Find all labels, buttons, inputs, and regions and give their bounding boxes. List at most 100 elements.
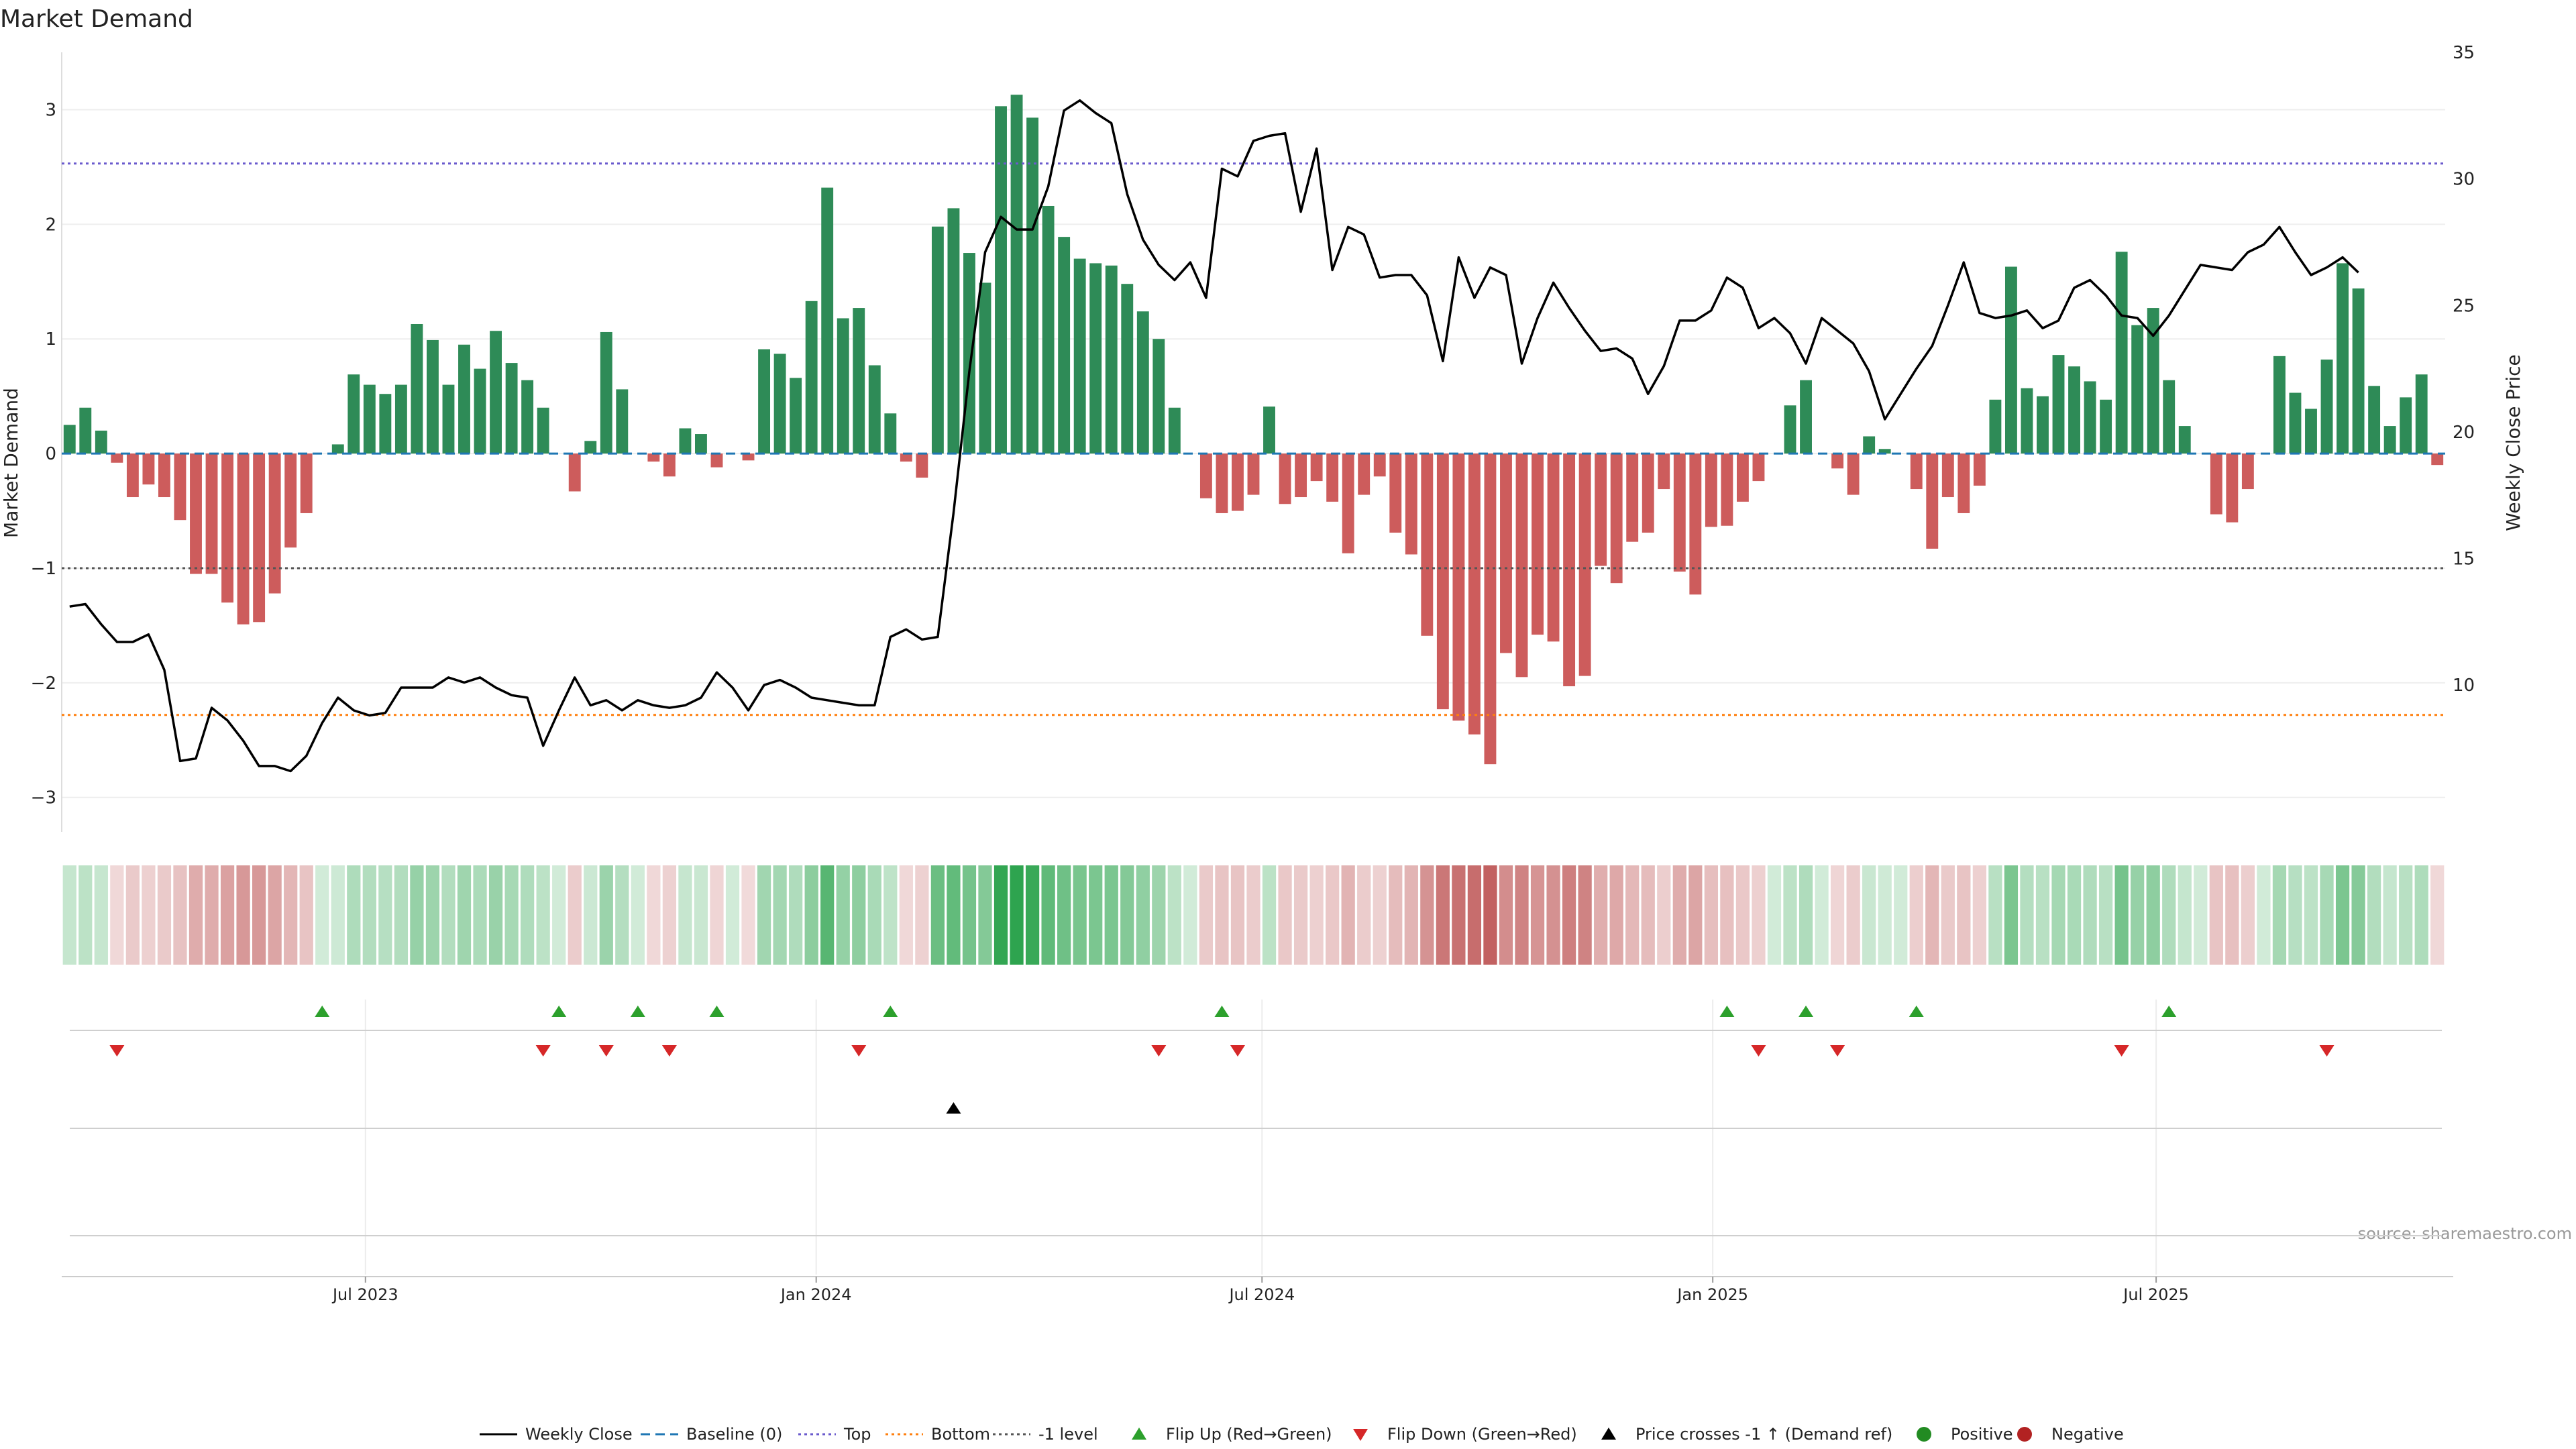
legend-label: Flip Up (Red→Green): [1166, 1425, 1332, 1444]
demand-bar: [805, 301, 818, 454]
heat-cell: [394, 865, 409, 965]
demand-bar: [995, 106, 1007, 454]
heat-cell: [1104, 865, 1118, 965]
demand-bar: [221, 453, 234, 603]
heat-cell: [1499, 865, 1513, 965]
demand-bar: [1910, 453, 1923, 490]
heat-cell: [125, 865, 140, 965]
heat-cell: [1183, 865, 1197, 965]
demand-bar: [537, 407, 549, 454]
heat-cell: [362, 865, 376, 965]
demand-bar: [1563, 453, 1576, 686]
heat-cell: [1452, 865, 1466, 965]
demand-bar: [1358, 453, 1371, 495]
demand-bar: [1736, 453, 1749, 502]
y2-axis-label: Weekly Close Price: [2502, 354, 2524, 531]
demand-bar: [79, 407, 92, 454]
source-annotation: source: sharemaestro.com: [2358, 1224, 2572, 1243]
heat-cell: [1326, 865, 1340, 965]
plot-area: −3 −2 −1 0 1 2 3 10 15 20 25 30 35 Jul 2023 Jan 2024 Ju…: [31, 43, 2475, 1444]
demand-bar: [2131, 325, 2144, 454]
demand-bar: [2226, 453, 2239, 523]
heat-cell: [2114, 865, 2129, 965]
demand-bar: [521, 380, 534, 454]
heat-cell: [189, 865, 203, 965]
demand-bar: [442, 384, 455, 454]
legend-label: Baseline (0): [686, 1425, 782, 1444]
heat-cell: [457, 865, 472, 965]
heat-cell: [1720, 865, 1734, 965]
demand-bar: [284, 453, 297, 548]
heat-cell: [867, 865, 881, 965]
y2-tick-label-3: 25: [2453, 296, 2475, 316]
y-axis-label: Market Demand: [0, 388, 22, 538]
heat-cell: [2194, 865, 2208, 965]
heat-cell: [789, 865, 803, 965]
demand-bar: [790, 378, 802, 454]
heat-cell: [425, 865, 440, 965]
demand-bar: [1515, 453, 1528, 678]
demand-bar: [474, 368, 486, 454]
heat-cell: [2178, 865, 2192, 965]
heat-cell: [883, 865, 898, 965]
heat-cell: [678, 865, 692, 965]
flip-down-marker: [1830, 1045, 1845, 1057]
heat-cell: [378, 865, 392, 965]
x-tick-label-4: Jul 2025: [2122, 1285, 2189, 1304]
heat-cell: [584, 865, 598, 965]
heat-cell: [2335, 865, 2350, 965]
heat-cell: [1120, 865, 1134, 965]
demand-bar: [679, 428, 692, 454]
demand-bar: [1310, 453, 1323, 482]
heat-cell: [662, 865, 677, 965]
flip-down-marker: [1751, 1045, 1766, 1057]
heat-cell: [647, 865, 661, 965]
demand-bar: [1168, 407, 1181, 454]
demand-bar: [695, 434, 707, 454]
demand-bar: [1532, 453, 1544, 635]
heat-cell: [930, 865, 945, 965]
demand-bar: [174, 453, 186, 521]
demand-bar: [1010, 95, 1023, 454]
flip-up-marker: [883, 1006, 898, 1017]
heat-cell: [1799, 865, 1813, 965]
demand-bar: [2241, 453, 2254, 490]
demand-bar: [2163, 380, 2176, 454]
legend-item-8: Positive: [1917, 1425, 2013, 1444]
legend-label: Flip Down (Green→Red): [1387, 1425, 1577, 1444]
heat-cell: [2035, 865, 2050, 965]
heat-cell: [1136, 865, 1150, 965]
demand-bar: [63, 425, 76, 454]
demand-bar: [158, 453, 170, 498]
heat-cell: [1546, 865, 1560, 965]
heat-cell: [504, 865, 519, 965]
demand-bar: [2415, 374, 2428, 454]
y2-tick-label-1: 15: [2453, 549, 2475, 570]
heat-cell: [1467, 865, 1482, 965]
demand-bar: [2021, 388, 2033, 454]
heat-cell: [331, 865, 345, 965]
heat-cell: [1357, 865, 1371, 965]
heat-cell: [1830, 865, 1845, 965]
demand-bar: [1326, 453, 1339, 502]
heat-cell: [1246, 865, 1260, 965]
y2-tick-label-2: 20: [2453, 423, 2475, 443]
heat-cell: [568, 865, 582, 965]
legend-label: Weekly Close: [525, 1425, 633, 1444]
demand-bar: [2352, 288, 2365, 454]
heat-cell: [1972, 865, 1986, 965]
heat-cell: [694, 865, 708, 965]
heat-cell: [157, 865, 172, 965]
heat-cell: [252, 865, 266, 965]
heat-cell: [1752, 865, 1766, 965]
flip-up-marker: [1719, 1006, 1735, 1017]
demand-bar: [2115, 252, 2128, 454]
flip-down-marker: [851, 1045, 867, 1057]
heat-cell: [110, 865, 124, 965]
legend-item-0: Weekly Close: [480, 1425, 633, 1444]
y-tick-label-1: −2: [31, 674, 56, 694]
demand-bar: [1058, 237, 1071, 454]
legend-item-4: -1 level: [993, 1425, 1098, 1444]
demand-bar: [616, 389, 629, 454]
demand-bar: [1863, 436, 1876, 454]
